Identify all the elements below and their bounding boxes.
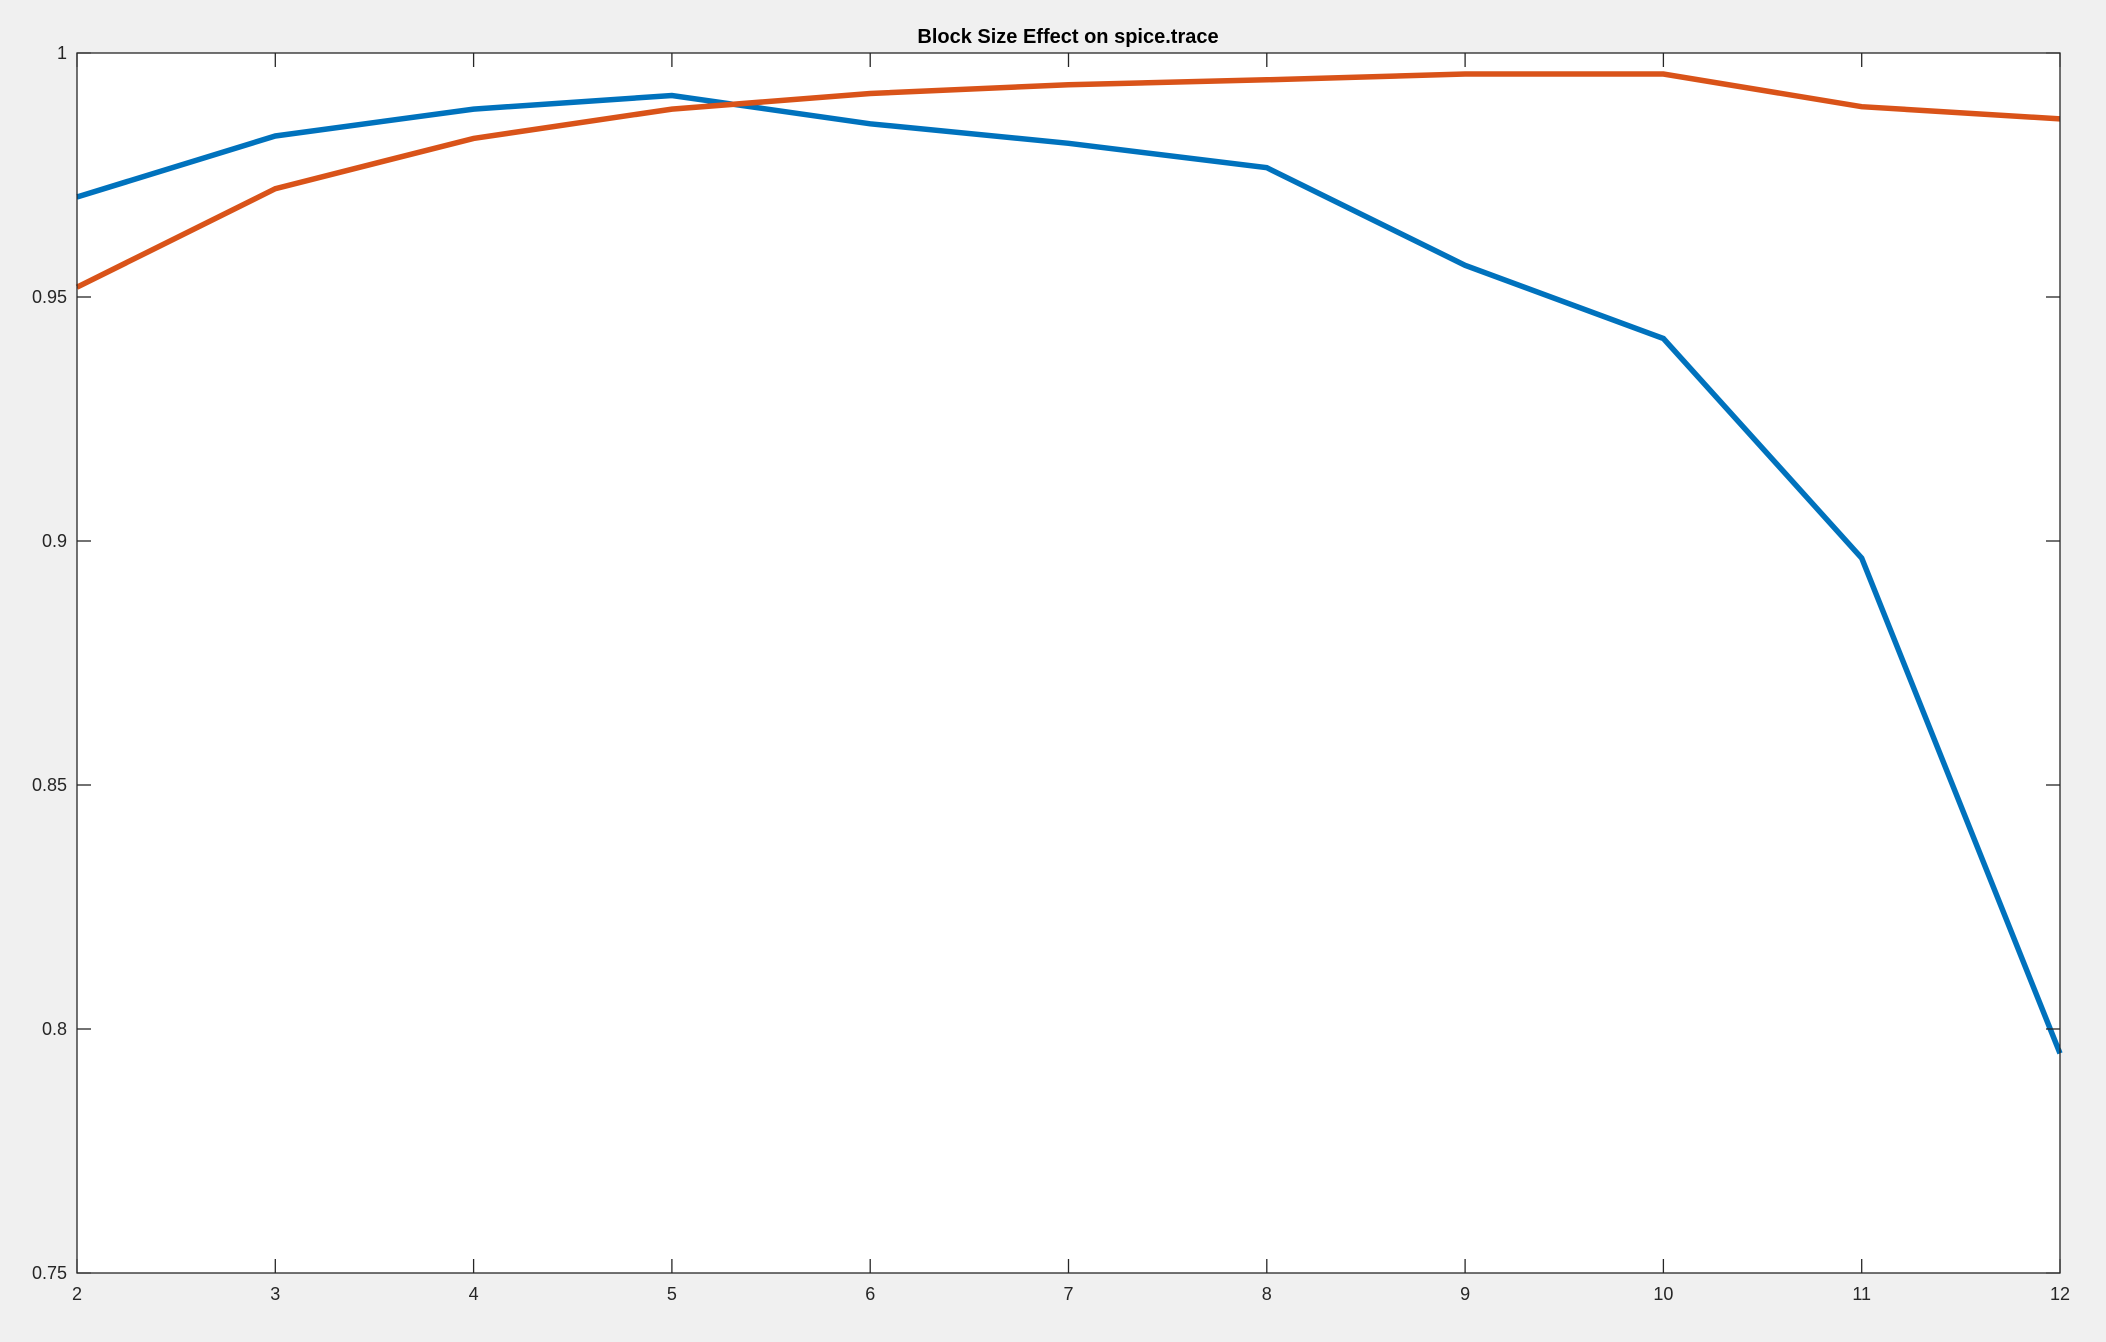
chart-title: Block Size Effect on spice.trace [917, 26, 1218, 48]
x-tick-label: 3 [270, 1284, 280, 1304]
y-tick-label: 0.8 [42, 1019, 67, 1039]
x-tick-label: 2 [72, 1284, 82, 1304]
x-tick-label: 5 [667, 1284, 677, 1304]
y-tick-label: 0.85 [32, 775, 67, 795]
series-layer [75, 71, 2063, 1055]
x-tick-label: 9 [1460, 1284, 1470, 1304]
y-tick-label: 1 [57, 43, 67, 63]
x-tick-label: 4 [469, 1284, 479, 1304]
series-line-2 [75, 71, 2061, 290]
x-tick-label: 11 [1852, 1284, 1871, 1304]
x-tick-labels: 2 3 4 5 6 7 8 9 10 11 12 [72, 1284, 2070, 1304]
y-tick-label: 0.9 [42, 531, 67, 551]
x-tick-label: 6 [865, 1284, 875, 1304]
x-tick-label: 8 [1262, 1284, 1272, 1304]
x-tick-label: 10 [1653, 1284, 1673, 1304]
y-tick-labels: 0.75 0.8 0.85 0.9 0.95 1 [32, 43, 67, 1283]
y-tick-label: 0.95 [32, 287, 67, 307]
plot-area [77, 53, 2060, 1273]
series-line-1 [76, 92, 2063, 1055]
x-tick-label: 7 [1063, 1284, 1073, 1304]
axes-box [76, 52, 2061, 1274]
y-tick-label: 0.75 [32, 1263, 67, 1283]
x-tick-label: 12 [2050, 1284, 2070, 1304]
